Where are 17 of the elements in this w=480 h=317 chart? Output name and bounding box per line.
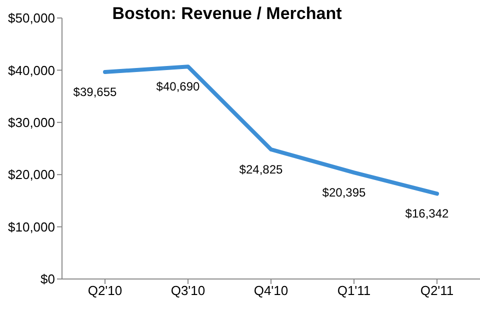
x-tick-label: Q2'10	[88, 283, 122, 298]
y-tick-label: $40,000	[8, 62, 55, 78]
y-tick-label: $10,000	[8, 219, 55, 234]
data-label: $20,395	[322, 186, 366, 200]
chart-title: Boston: Revenue / Merchant	[111, 4, 343, 24]
x-tick-label: Q1'11	[337, 283, 371, 298]
data-label: $39,655	[73, 85, 118, 99]
y-tick-label: $0	[40, 272, 55, 287]
y-tick-label: $30,000	[8, 115, 55, 130]
y-tick-label: $50,000	[8, 10, 55, 26]
x-tick-label: Q2'11	[420, 283, 454, 298]
data-label: $16,342	[405, 206, 450, 221]
data-label: $40,690	[156, 80, 200, 94]
x-tick-label: Q3'10	[170, 283, 206, 298]
x-tick-label: Q4'10	[254, 283, 288, 298]
y-tick-label: $20,000	[8, 167, 55, 182]
data-label: $24,825	[239, 162, 284, 176]
